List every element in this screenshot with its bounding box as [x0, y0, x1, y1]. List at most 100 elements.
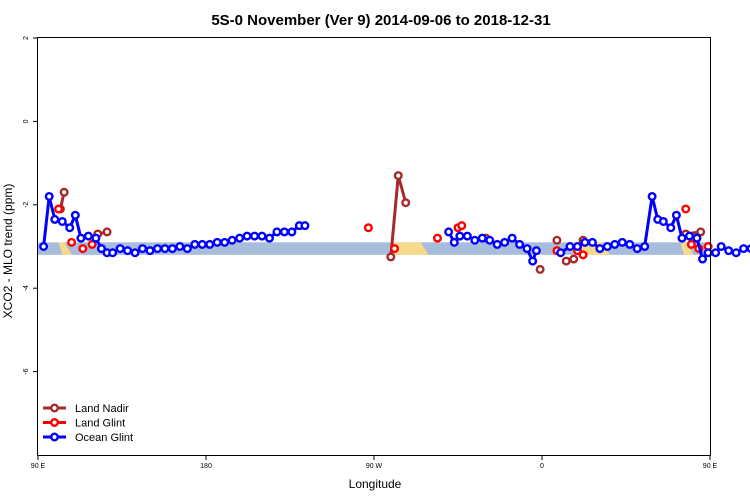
data-point [578, 250, 588, 260]
data-point [522, 244, 532, 254]
data-point [257, 231, 267, 241]
data-point [190, 239, 200, 249]
data-point [44, 191, 54, 201]
data-point [115, 244, 125, 254]
data-point [108, 248, 118, 258]
chart-title: 5S-0 November (Ver 9) 2014-09-06 to 2018… [211, 12, 550, 29]
axes: 90 E 180 90 W 0 90 E 2 0 -2 -4 -6 [23, 36, 718, 470]
data-point [580, 237, 590, 247]
data-point [449, 237, 459, 247]
data-point [242, 231, 252, 241]
data-point [264, 233, 274, 243]
data-point [175, 241, 185, 251]
data-point [39, 241, 49, 251]
y-axis-label: XCO2 - MLO trend (ppm) [1, 184, 15, 319]
data-point [138, 244, 148, 254]
data-point [145, 246, 155, 256]
data-point [739, 244, 749, 254]
data-point [182, 244, 192, 254]
data-point [492, 239, 502, 249]
series-land-nadir [55, 171, 706, 274]
data-point [572, 241, 582, 251]
data-point [658, 216, 668, 226]
x-axis-label: Longitude [349, 477, 402, 491]
land-band-segment [58, 242, 73, 255]
data-point [455, 231, 465, 241]
data-point [625, 239, 635, 249]
data-point [696, 227, 706, 237]
data-point [390, 244, 400, 254]
data-point [515, 239, 525, 249]
data-point [50, 214, 60, 224]
legend-label: Land Glint [75, 418, 125, 430]
data-point [507, 233, 517, 243]
x-tick-label: 90 E [703, 463, 718, 470]
data-point [677, 233, 687, 243]
data-point [686, 239, 696, 249]
data-point [57, 216, 67, 226]
legend: Land Nadir Land Glint Ocean Glint [43, 403, 133, 444]
data-point [595, 244, 605, 254]
legend-marker [50, 403, 60, 413]
data-point [724, 246, 734, 256]
data-point [220, 237, 230, 247]
data-point [711, 248, 721, 258]
data-point [556, 248, 566, 258]
data-point [65, 223, 75, 233]
data-point [666, 223, 676, 233]
data-point [250, 231, 260, 241]
data-point [59, 187, 69, 197]
data-point [632, 244, 642, 254]
data-point [67, 237, 77, 247]
land-band-segment [390, 242, 429, 255]
x-tick-label: 180 [200, 463, 212, 470]
data-point [746, 244, 750, 253]
data-point [500, 237, 510, 247]
data-point [272, 227, 282, 237]
data-point [569, 254, 579, 264]
data-point [91, 233, 101, 243]
data-point [531, 246, 541, 256]
x-tick-label: 90 W [366, 463, 383, 470]
data-point [300, 221, 310, 231]
series-layer [39, 171, 750, 274]
data-point [470, 235, 480, 245]
data-point [602, 241, 612, 251]
data-point [393, 171, 403, 181]
data-point [70, 210, 80, 220]
data-point [123, 246, 133, 256]
data-point [692, 233, 702, 243]
data-point [287, 227, 297, 237]
data-point [363, 223, 373, 233]
data-point [477, 233, 487, 243]
data-point [457, 221, 467, 231]
x-tick-label: 90 E [31, 463, 46, 470]
legend-marker [50, 432, 60, 442]
data-point [462, 231, 472, 241]
legend-label: Ocean Glint [75, 432, 133, 444]
data-point [485, 235, 495, 245]
data-point [54, 204, 64, 214]
data-point [96, 244, 106, 254]
land-band-segment [680, 242, 694, 255]
data-point [432, 233, 442, 243]
data-point [167, 244, 177, 254]
data-point [716, 241, 726, 251]
data-point [640, 241, 650, 251]
data-point [731, 248, 741, 258]
data-point [102, 227, 112, 237]
y-tick-label: 2 [23, 36, 30, 40]
data-point [617, 237, 627, 247]
y-tick-label: -6 [23, 368, 30, 374]
data-point [552, 235, 562, 245]
data-point [205, 239, 215, 249]
data-point [212, 237, 222, 247]
data-point [698, 254, 708, 264]
data-point [83, 231, 93, 241]
y-tick-label: -4 [23, 285, 30, 291]
y-tick-label: -2 [23, 202, 30, 208]
data-point [87, 239, 97, 249]
data-point [386, 252, 396, 262]
data-point [152, 244, 162, 254]
data-point [197, 239, 207, 249]
